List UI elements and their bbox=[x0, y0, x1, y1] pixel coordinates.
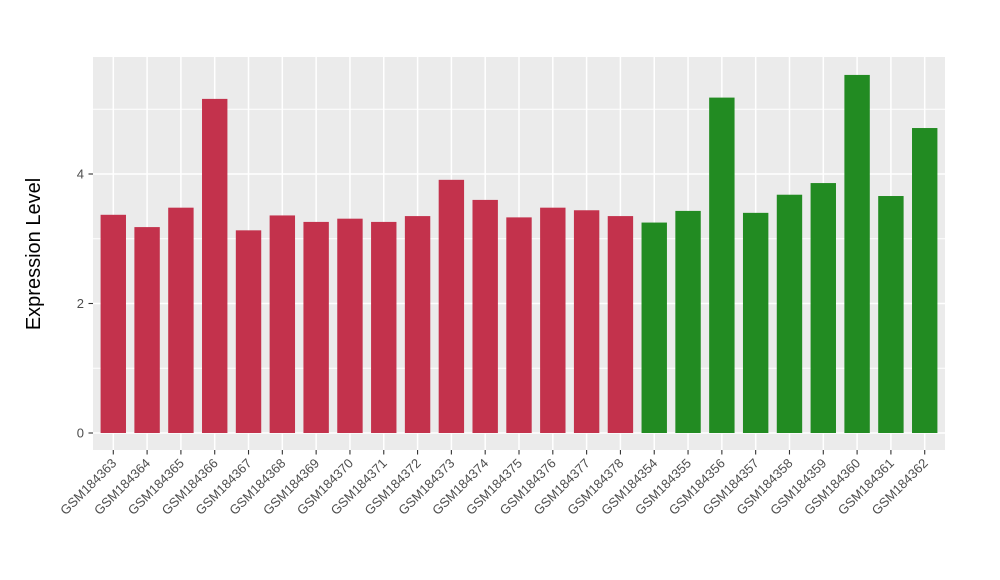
bar bbox=[844, 74, 870, 434]
bar bbox=[337, 218, 363, 433]
bar bbox=[878, 196, 904, 433]
bar bbox=[134, 227, 160, 433]
y-tick-label: 2 bbox=[77, 296, 84, 311]
y-tick-label: 4 bbox=[77, 167, 84, 182]
bar bbox=[540, 207, 566, 433]
bar bbox=[404, 216, 431, 433]
bar bbox=[675, 210, 701, 433]
bar bbox=[202, 98, 228, 433]
bar bbox=[371, 221, 397, 433]
bar bbox=[235, 230, 262, 433]
y-tick-label: 0 bbox=[77, 426, 84, 441]
bar bbox=[100, 214, 126, 433]
bar bbox=[607, 216, 634, 433]
bar bbox=[912, 128, 938, 433]
bar bbox=[573, 210, 600, 433]
bar bbox=[269, 215, 296, 433]
bar bbox=[303, 221, 329, 433]
bar bbox=[776, 194, 803, 433]
bar bbox=[168, 207, 194, 433]
bar bbox=[506, 217, 532, 433]
bar bbox=[438, 179, 465, 433]
bar bbox=[742, 212, 769, 433]
bar bbox=[641, 222, 667, 433]
bar bbox=[472, 199, 498, 433]
y-axis-title: Expression Level bbox=[23, 178, 45, 330]
bar bbox=[810, 183, 836, 433]
bars bbox=[100, 74, 938, 434]
bar bbox=[709, 97, 735, 433]
